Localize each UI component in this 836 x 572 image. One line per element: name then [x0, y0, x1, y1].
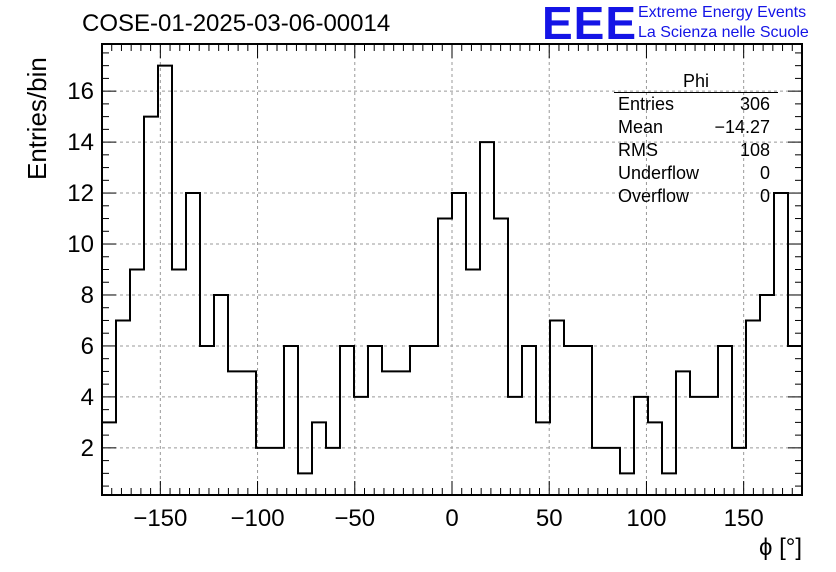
- stats-label: Underflow: [618, 163, 700, 183]
- x-tick-label: 50: [536, 505, 563, 532]
- y-tick-label: 2: [81, 435, 94, 462]
- stats-row-underflow: Underflow 0: [610, 162, 778, 185]
- y-tick-label: 8: [81, 282, 94, 309]
- stats-row-entries: Entries 306: [610, 93, 778, 116]
- stats-label: RMS: [618, 140, 658, 160]
- logo-line-1: Extreme Energy Events: [638, 4, 807, 21]
- y-axis-label: Entries/bin: [22, 57, 52, 180]
- stats-row-mean: Mean −14.27: [610, 116, 778, 139]
- y-tick-label: 12: [67, 180, 94, 207]
- eee-logo: EEE: [542, 0, 638, 49]
- stats-label: Mean: [618, 117, 664, 137]
- stats-value: −14.27: [714, 117, 770, 137]
- stats-label: Overflow: [618, 186, 690, 206]
- histogram-outline: [101, 64, 803, 495]
- x-tick-label: 100: [626, 505, 666, 532]
- x-tick-label: −100: [231, 505, 285, 532]
- x-tick-label: 0: [445, 505, 458, 532]
- stats-label: Entries: [618, 94, 675, 114]
- logo-line-2: La Scienza nelle Scuole: [638, 24, 809, 41]
- y-tick-label: 6: [81, 333, 94, 360]
- x-tick-label: −150: [133, 505, 187, 532]
- stats-row-rms: RMS 108: [610, 139, 778, 162]
- chart-title: COSE-01-2025-03-06-00014: [82, 10, 391, 37]
- y-tick-label: 4: [81, 384, 94, 411]
- y-tick-label: 16: [67, 78, 94, 105]
- y-tick-label: 14: [67, 129, 94, 156]
- x-axis-label: ϕ [°]: [758, 534, 802, 561]
- stats-value: 0: [759, 163, 770, 183]
- y-tick-label: 10: [67, 231, 94, 258]
- x-tick-label: 150: [724, 505, 764, 532]
- stats-box: Phi Entries 306 Mean −14.27 RMS 108 Unde…: [610, 70, 778, 208]
- stats-value: 306: [739, 94, 770, 114]
- stats-title: Phi: [614, 70, 778, 93]
- stats-value: 108: [739, 140, 770, 160]
- stats-row-overflow: Overflow 0: [610, 185, 778, 208]
- x-tick-label: −50: [334, 505, 375, 532]
- stats-value: 0: [759, 186, 770, 206]
